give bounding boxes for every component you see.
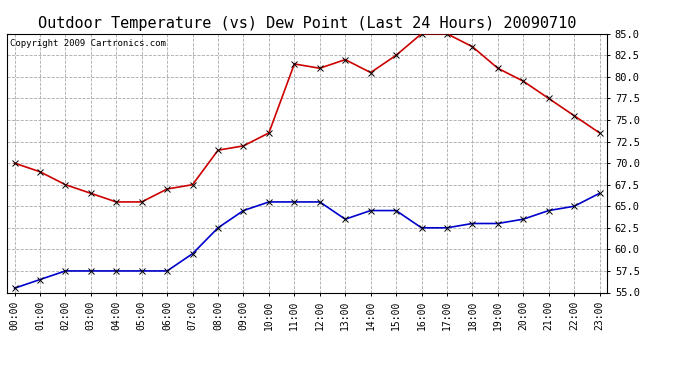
Text: Copyright 2009 Cartronics.com: Copyright 2009 Cartronics.com	[10, 39, 166, 48]
Title: Outdoor Temperature (vs) Dew Point (Last 24 Hours) 20090710: Outdoor Temperature (vs) Dew Point (Last…	[38, 16, 576, 31]
